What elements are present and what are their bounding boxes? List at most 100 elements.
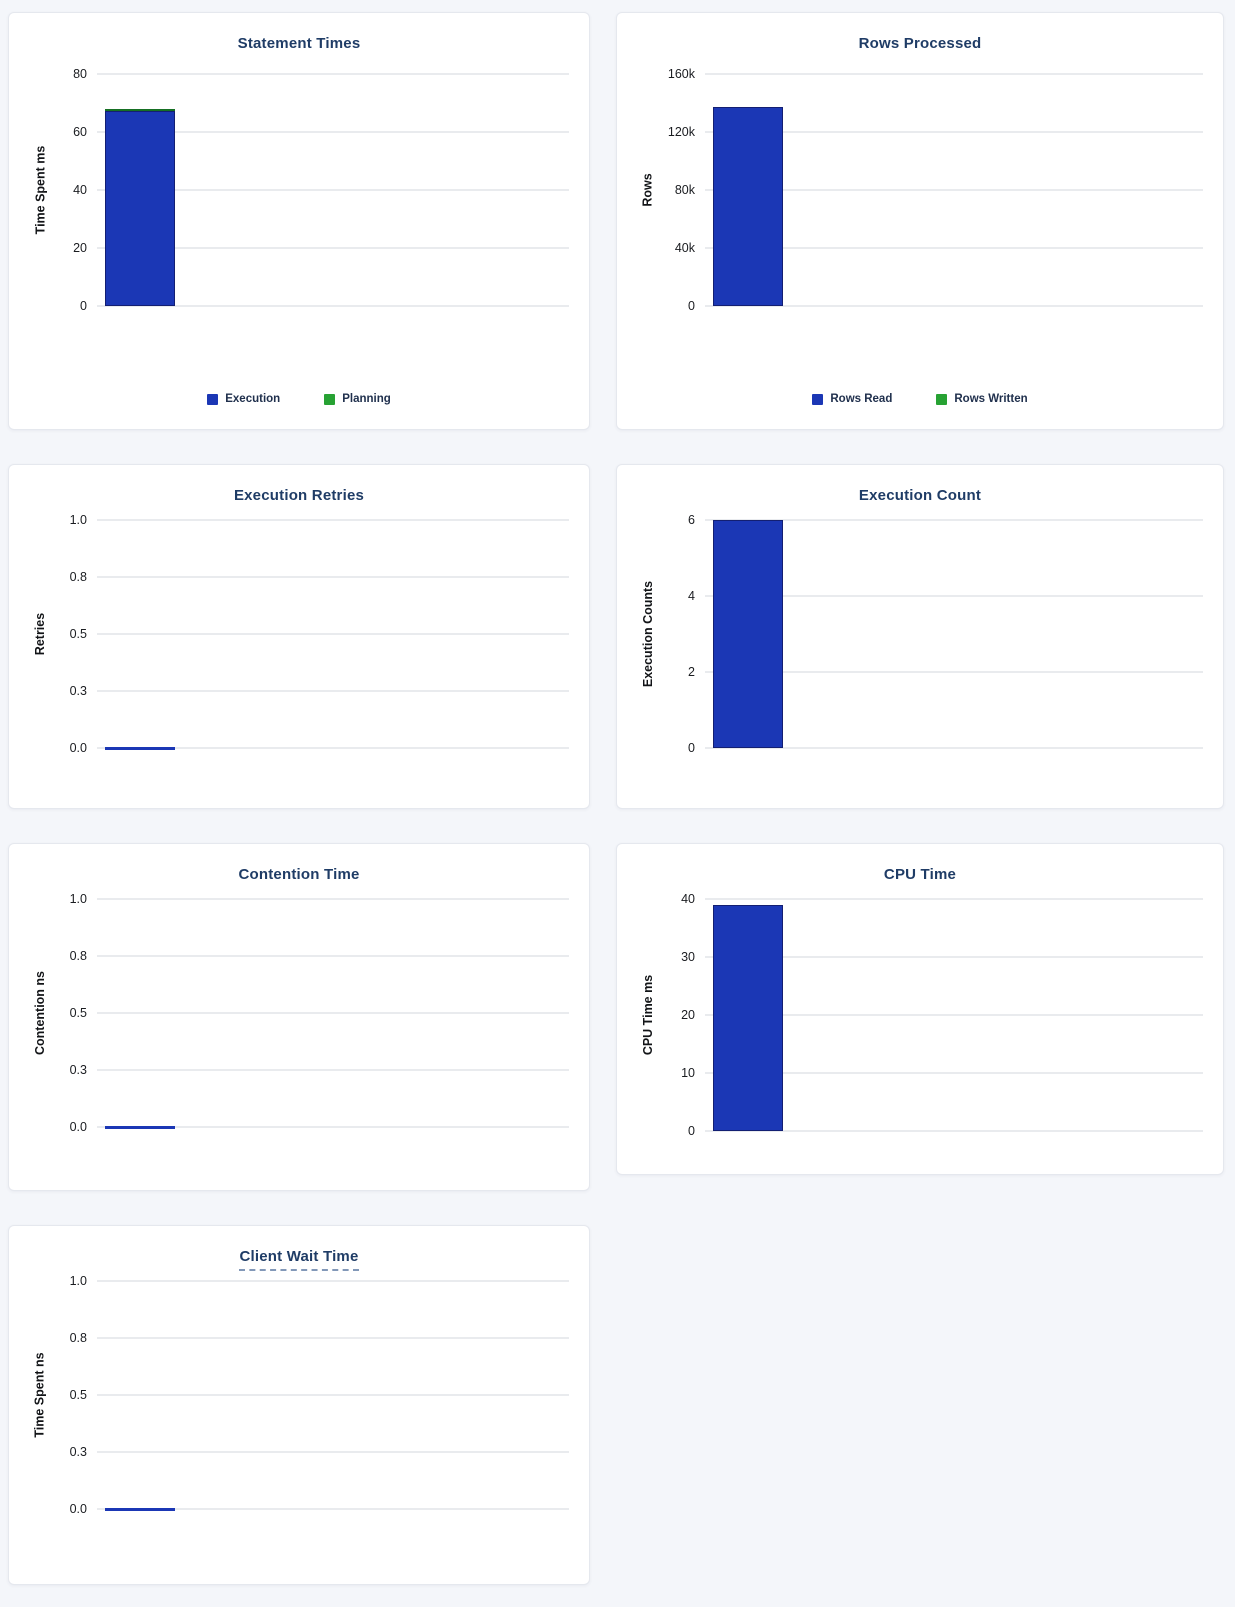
y-tick-label: 30 (681, 950, 695, 964)
zero-value-line (105, 1508, 175, 1511)
y-tick-label: 1.0 (69, 1274, 87, 1288)
y-tick-label: 0.5 (69, 1006, 87, 1020)
zero-value-line (105, 1126, 175, 1129)
gridline (97, 1337, 569, 1339)
chart-title-tooltip-trigger[interactable]: Client Wait Time (239, 1248, 359, 1271)
chart-title-text: Execution Retries (233, 487, 365, 504)
legend-label: Planning (342, 393, 391, 405)
gridline (705, 189, 1203, 191)
y-axis-label-column: Retries (25, 520, 55, 748)
gridline (97, 1280, 569, 1282)
chart-body: Time Spent ms 80 60 40 20 0 (33, 67, 569, 313)
gridline (97, 73, 569, 75)
gridline (97, 898, 569, 900)
y-axis-label: Execution Counts (641, 580, 656, 688)
chart-title-text: Contention Time (238, 866, 360, 883)
y-tick-label: 80 (73, 67, 87, 81)
chart-title: Client Wait Time (25, 1248, 573, 1271)
chart-title: Execution Count (633, 487, 1207, 504)
legend-item: Planning (324, 393, 391, 405)
chart-card-client-wait-time: Client Wait Time Time Spent ns 1.0 0.8 0.5 0.… (8, 1225, 590, 1585)
y-tick-label: 80k (674, 183, 695, 197)
y-tick-label: 0.0 (69, 1502, 87, 1516)
chart-card-rows-processed: Rows Processed Rows 160k 120k 80k 40k 0 Rows Re… (616, 12, 1224, 430)
y-tick-label: 0.3 (69, 1445, 87, 1459)
chart-title: Contention Time (25, 866, 573, 883)
chart-body: Contention ns 1.0 0.8 0.5 0.3 0.0 (33, 892, 569, 1134)
zero-value-line (105, 747, 175, 750)
y-axis-label-column: Contention ns (25, 899, 55, 1127)
y-tick-label: 1.0 (69, 513, 87, 527)
gridline (97, 519, 569, 521)
chart-title-text: Rows Processed (858, 35, 982, 52)
y-tick-label: 0.0 (69, 1120, 87, 1134)
plot-area: Retries 1.0 0.8 0.5 0.3 0.0 (33, 513, 569, 755)
chart-card-execution-retries: Execution Retries Retries 1.0 0.8 0.5 0.3 0.0 (8, 464, 590, 809)
bar-planning (105, 108, 175, 111)
plot-area: Rows 160k 120k 80k 40k 0 (641, 67, 1203, 313)
gridline (97, 633, 569, 635)
chart-title: Statement Times (25, 35, 573, 52)
chart-body: CPU Time ms 40 30 20 10 0 (641, 892, 1203, 1138)
gridline (97, 1508, 569, 1510)
y-tick-label: 60 (73, 125, 87, 139)
bar-execution (105, 110, 175, 306)
gridline (97, 1012, 569, 1014)
y-tick-label: 160k (667, 67, 695, 81)
y-tick-label: 0.3 (69, 684, 87, 698)
y-tick-label: 10 (681, 1066, 695, 1080)
gridline (705, 898, 1203, 900)
y-axis-label: Time Spent ms (33, 145, 47, 235)
legend: Execution Planning (9, 393, 589, 405)
legend-item: Rows Read (812, 393, 892, 405)
y-axis-label: Contention ns (33, 970, 48, 1056)
chart-title-text: Execution Count (858, 487, 982, 504)
chart-body: Rows 160k 120k 80k 40k 0 (641, 67, 1203, 313)
y-tick-label: 0.5 (69, 1388, 87, 1402)
gridline (97, 1069, 569, 1071)
legend: Rows Read Rows Written (617, 393, 1223, 405)
gridline (705, 956, 1203, 958)
y-axis-label-column: Execution Counts (633, 520, 663, 748)
legend-item: Rows Written (936, 393, 1028, 405)
gridline (97, 690, 569, 692)
y-tick-label: 40 (73, 183, 87, 197)
gridline (705, 670, 1203, 673)
y-tick-label: 0 (688, 299, 695, 313)
legend-swatch (936, 393, 948, 405)
y-axis-label: Rows (641, 173, 655, 207)
y-tick-label: 40k (674, 241, 695, 255)
y-axis-label: Retries (33, 612, 48, 656)
legend-label: Rows Read (830, 393, 893, 405)
gridline (97, 305, 569, 307)
chart-title: Execution Retries (25, 487, 573, 504)
y-axis-label-column: Rows (633, 74, 663, 306)
legend-label: Rows Written (954, 393, 1028, 405)
y-tick-label: 0 (688, 741, 695, 755)
chart-title-text: Statement Times (237, 35, 361, 52)
bar-execution-count (713, 520, 783, 748)
y-tick-label: 0.5 (69, 627, 87, 641)
y-tick-label: 4 (688, 588, 695, 603)
gridline (97, 1451, 569, 1453)
gridline (97, 747, 569, 749)
y-tick-label: 0.8 (69, 1331, 87, 1345)
gridline (705, 1072, 1203, 1074)
gridline (705, 519, 1203, 521)
legend-swatch (207, 393, 219, 405)
chart-card-execution-count: Execution Count Execution Counts 6 4 2 0 (616, 464, 1224, 809)
y-axis-label: CPU Time ms (641, 974, 656, 1056)
chart-title: CPU Time (633, 866, 1207, 883)
gridline (705, 247, 1203, 249)
bar-rows-read (713, 107, 783, 306)
gridline (97, 955, 569, 957)
gridline (705, 1130, 1203, 1132)
y-tick-label: 1.0 (69, 892, 87, 906)
gridline (97, 1394, 569, 1396)
plot-area: CPU Time ms 40 30 20 10 0 (641, 892, 1203, 1138)
gridline (97, 1126, 569, 1128)
y-axis-label-column: Time Spent ms (25, 74, 55, 306)
y-tick-label: 2 (688, 664, 695, 679)
y-axis-label-column: Time Spent ns (25, 1281, 55, 1509)
chart-card-cpu-time: CPU Time CPU Time ms 40 30 20 10 0 (616, 843, 1224, 1175)
